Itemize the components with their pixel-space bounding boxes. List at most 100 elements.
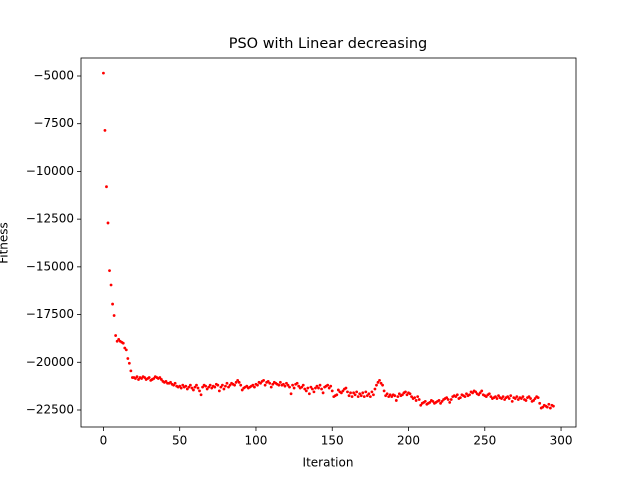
point <box>208 383 212 387</box>
point <box>221 383 224 387</box>
point <box>282 382 285 386</box>
point <box>352 391 355 395</box>
point <box>263 383 267 387</box>
point <box>510 400 514 403</box>
point <box>416 395 420 399</box>
point <box>532 399 535 402</box>
x-axis-label: Iteration <box>303 456 354 470</box>
point <box>173 381 177 385</box>
point <box>487 392 491 396</box>
point <box>178 384 182 388</box>
point <box>327 386 331 390</box>
point <box>140 377 143 380</box>
point <box>375 383 378 387</box>
point <box>289 392 293 396</box>
point <box>237 380 241 384</box>
point <box>269 385 273 389</box>
point <box>297 384 301 388</box>
point <box>396 395 400 399</box>
point <box>210 386 214 390</box>
point <box>147 376 151 379</box>
point <box>419 403 423 407</box>
point <box>548 406 552 410</box>
point <box>137 378 140 381</box>
point <box>500 397 503 400</box>
point <box>495 397 499 400</box>
point <box>455 393 459 397</box>
point <box>102 71 105 75</box>
point <box>262 379 265 382</box>
point <box>448 400 452 404</box>
point <box>271 382 275 386</box>
point <box>509 394 513 398</box>
point <box>193 385 197 389</box>
point <box>480 389 484 393</box>
point <box>458 396 462 399</box>
x-tick-label: 200 <box>397 434 420 448</box>
point <box>311 387 314 391</box>
point <box>307 392 311 396</box>
point <box>484 395 488 399</box>
point <box>240 388 244 392</box>
point <box>547 402 551 406</box>
point <box>106 221 110 225</box>
y-tick-label: −5000 <box>33 68 74 82</box>
point <box>471 391 474 395</box>
point <box>445 396 449 399</box>
point <box>227 385 230 389</box>
point <box>169 380 172 384</box>
point <box>108 269 111 273</box>
x-tick-label: 250 <box>473 434 496 448</box>
point <box>381 383 384 387</box>
point <box>423 400 427 403</box>
point <box>159 378 163 381</box>
point <box>126 357 130 360</box>
point <box>390 395 394 399</box>
point <box>121 341 125 345</box>
point <box>187 385 191 389</box>
point <box>489 395 493 399</box>
point <box>285 381 288 385</box>
point <box>536 396 540 399</box>
point <box>143 376 147 379</box>
point <box>428 400 432 404</box>
point <box>358 392 362 396</box>
x-tick-label: 0 <box>100 434 108 448</box>
point <box>507 397 511 400</box>
point <box>233 383 237 387</box>
x-tick-label: 100 <box>245 434 268 448</box>
x-tick-label: 150 <box>321 434 344 448</box>
point <box>317 386 320 390</box>
point <box>124 348 128 352</box>
point <box>417 398 421 401</box>
y-axis-label: Fitness <box>0 222 11 264</box>
point <box>477 393 481 397</box>
point <box>239 383 243 387</box>
point <box>515 395 519 399</box>
point <box>309 385 313 389</box>
point <box>384 394 388 398</box>
point <box>303 387 307 391</box>
point <box>367 392 371 396</box>
point <box>370 390 374 394</box>
point <box>225 381 229 385</box>
point <box>468 393 471 397</box>
point <box>123 346 127 350</box>
point <box>196 386 200 390</box>
point <box>527 395 531 399</box>
point <box>350 395 354 399</box>
point <box>268 381 272 385</box>
point <box>135 375 139 378</box>
point <box>213 385 217 389</box>
point <box>541 405 545 409</box>
point <box>228 383 232 387</box>
point <box>198 389 201 393</box>
y-tick-label: −12500 <box>26 212 74 226</box>
point <box>501 395 505 399</box>
point <box>295 381 299 385</box>
point <box>449 398 453 401</box>
point <box>278 380 282 384</box>
point <box>115 339 119 343</box>
point <box>355 390 359 394</box>
point <box>388 393 392 397</box>
